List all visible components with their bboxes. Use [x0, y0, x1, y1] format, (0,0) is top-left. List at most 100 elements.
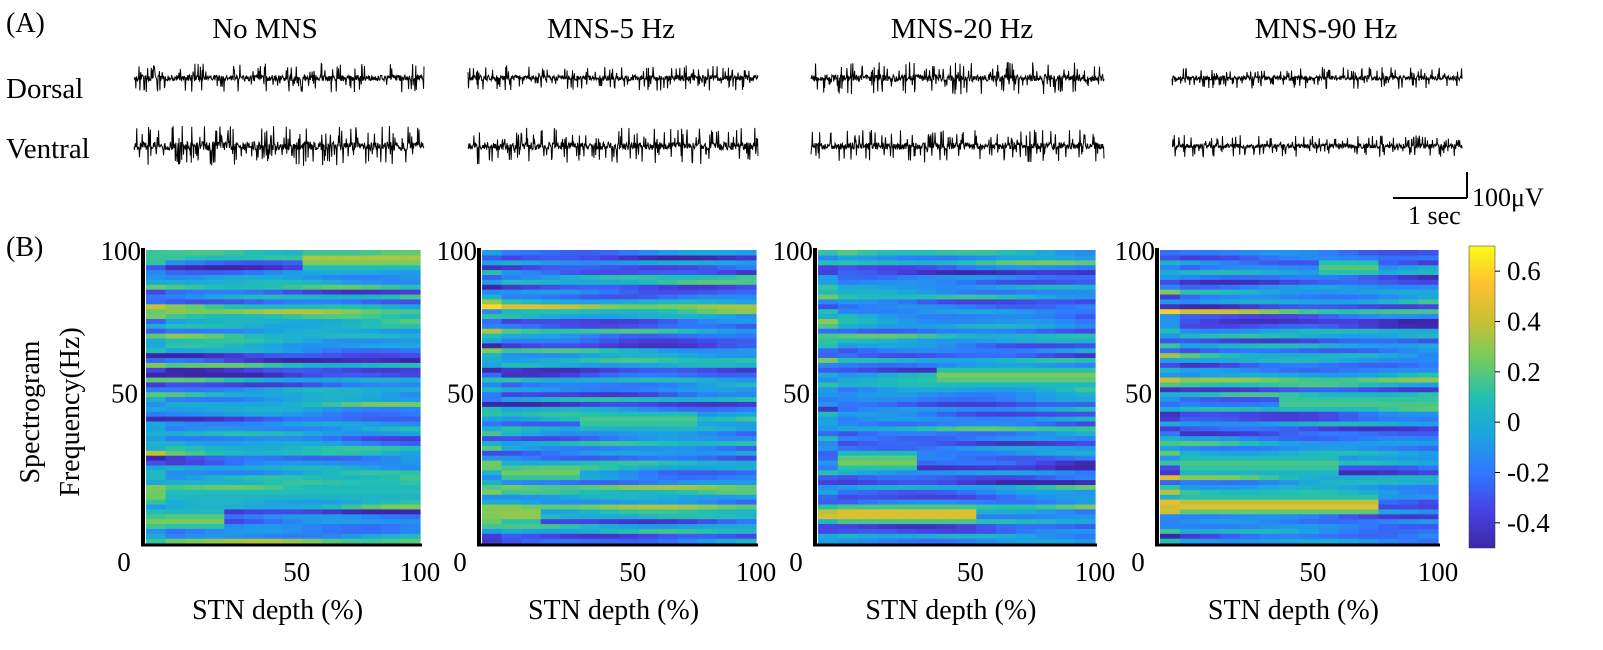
heatmap-cell [1338, 347, 1360, 354]
heatmap-cell [1318, 293, 1340, 300]
heatmap-cell [1338, 362, 1360, 368]
heatmap-cell [599, 362, 620, 368]
heatmap-cell [956, 484, 977, 490]
heatmap-cell [1418, 440, 1439, 446]
heatmap-cell [185, 362, 206, 368]
heatmap-cell [185, 528, 206, 534]
heatmap-cell [1015, 264, 1037, 271]
heatmap-cell [224, 484, 245, 490]
heatmap-cell [1199, 381, 1221, 388]
heatmap-cell [638, 440, 659, 446]
heatmap-cell [165, 289, 186, 295]
heatmap-cell [243, 538, 265, 544]
heatmap-cell [380, 386, 402, 393]
heatmap-cell [857, 250, 878, 256]
heatmap-cell [1015, 435, 1037, 442]
heatmap-cell [482, 396, 503, 402]
heatmap-cell [1179, 259, 1201, 266]
heatmap-cell [697, 503, 718, 510]
heatmap-cell [1318, 362, 1340, 368]
heatmap-cell [1055, 357, 1076, 363]
heatmap-cell [1418, 474, 1439, 481]
heatmap-cell [638, 528, 659, 534]
heatmap-cell [1055, 254, 1076, 261]
heatmap-cell [1055, 445, 1076, 451]
heatmap-cell [996, 264, 1017, 271]
heatmap-cell [677, 538, 698, 544]
heatmap-cell [560, 430, 581, 437]
heatmap-cell [1418, 284, 1439, 290]
heatmap-cell [185, 503, 206, 510]
heatmap-cell [1378, 508, 1399, 515]
heatmap-cell [1160, 499, 1181, 505]
heatmap-cell [857, 284, 878, 290]
heatmap-cell [400, 264, 421, 271]
heatmap-cell [619, 445, 640, 451]
heatmap-cell [1299, 372, 1320, 378]
heatmap-cell [263, 528, 284, 534]
heatmap-cell [380, 469, 402, 476]
heatmap-cell [1199, 264, 1221, 271]
heatmap-cell [302, 499, 323, 505]
heatmap-cell [204, 518, 225, 525]
heatmap-cell [501, 357, 522, 363]
heatmap-cell [1219, 381, 1241, 388]
heatmap-cell [1338, 464, 1360, 471]
heatmap-cell [1015, 303, 1037, 310]
heatmap-cell [916, 469, 938, 476]
heatmap-cell [638, 264, 659, 271]
heatmap-cell [1015, 459, 1037, 466]
heatmap-cell [716, 489, 738, 495]
heatmap-cell [1418, 411, 1439, 417]
heatmap-cell [677, 406, 698, 412]
heatmap-cell [716, 357, 738, 363]
heatmap-cell [1338, 269, 1360, 276]
heatmap-cell [1219, 533, 1241, 539]
heatmap-cell [501, 469, 522, 476]
heatmap-cell [818, 362, 839, 368]
heatmap-cell [560, 298, 581, 305]
heatmap-cell [1160, 464, 1181, 471]
heatmap-cell [482, 259, 503, 266]
heatmap-cell [1075, 284, 1096, 290]
heatmap-cell [540, 479, 561, 485]
heatmap-cell [1199, 420, 1221, 427]
heatmap-cell [283, 254, 304, 261]
heatmap-cell [1259, 459, 1280, 466]
heatmap-cell [146, 518, 167, 525]
heatmap-cell [1075, 386, 1096, 393]
heatmap-cell [1318, 455, 1340, 461]
heatmap-cell [361, 474, 382, 481]
heatmap-cell [1239, 474, 1260, 481]
heatmap-cell [716, 450, 738, 456]
heatmap-cell [677, 499, 698, 505]
heatmap-cell [716, 430, 738, 437]
heatmap-cell [677, 333, 698, 339]
heatmap-cell [521, 523, 542, 529]
heatmap-cell [1279, 474, 1300, 481]
heatmap-cell [380, 279, 402, 285]
heatmap-cell [1318, 279, 1340, 285]
heatmap-cell [482, 411, 503, 417]
heatmap-cell [322, 347, 343, 354]
heatmap-cell [818, 479, 839, 485]
heatmap-cell [224, 459, 245, 466]
heatmap-cell [380, 459, 402, 466]
heatmap-cell [579, 318, 601, 324]
heatmap-cell [996, 523, 1017, 529]
heatmap-cell [322, 538, 343, 544]
heatmap-cell [501, 328, 522, 334]
heatmap-cell [638, 372, 659, 378]
heatmap-cell [1035, 538, 1057, 544]
heatmap-cell [599, 450, 620, 456]
heatmap-cell [877, 269, 898, 276]
heatmap-cell [716, 259, 738, 266]
heatmap-cell [165, 406, 186, 412]
heatmap-cell [599, 445, 620, 451]
heatmap-cell [1378, 372, 1399, 378]
heatmap-cell [1338, 381, 1360, 388]
heatmap-cell [1179, 533, 1201, 539]
heatmap-cell [185, 372, 206, 378]
heatmap-cell [818, 328, 839, 334]
